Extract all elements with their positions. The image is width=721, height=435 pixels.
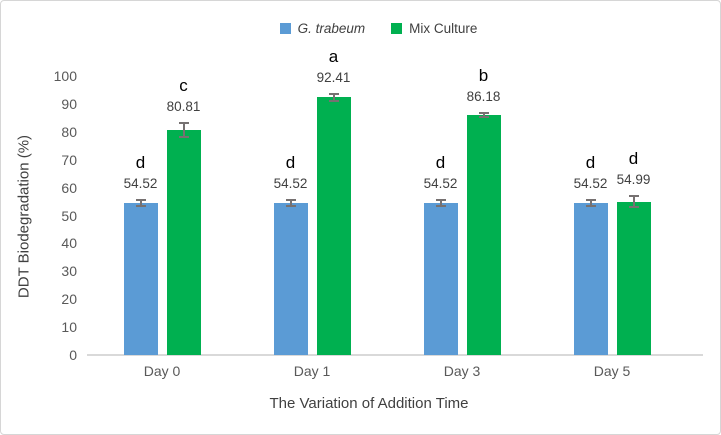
y-tick-label: 80 bbox=[61, 123, 77, 140]
error-bar-line bbox=[632, 195, 635, 208]
error-bar-cap-top bbox=[435, 198, 446, 201]
legend-swatch-green-icon bbox=[391, 23, 403, 34]
bar-mix-culture bbox=[616, 201, 651, 355]
y-tick-label: 70 bbox=[61, 151, 77, 168]
y-tick-label: 90 bbox=[61, 95, 77, 112]
x-axis-title: The Variation of Addition Time bbox=[269, 395, 469, 412]
bar-g-trabeum bbox=[573, 202, 608, 355]
bar-letter-label: c bbox=[179, 75, 188, 95]
bar-letter-label: d bbox=[135, 152, 146, 172]
y-tick-label: 10 bbox=[61, 319, 77, 336]
y-tick-label: 20 bbox=[61, 291, 77, 308]
error-bar-line bbox=[289, 199, 292, 207]
error-bar-line bbox=[439, 199, 442, 207]
y-tick-label: 40 bbox=[61, 235, 77, 252]
bar-mix-culture bbox=[466, 114, 501, 355]
bar-letter-label: d bbox=[435, 152, 446, 172]
error-bar-cap-bottom bbox=[285, 205, 296, 208]
bar-value-label: 80.81 bbox=[166, 98, 201, 114]
x-tick-label: Day 0 bbox=[143, 363, 181, 379]
legend: G. trabeum Mix Culture bbox=[19, 21, 720, 36]
y-tick-label: 30 bbox=[61, 263, 77, 280]
bar-letter-label: d bbox=[585, 152, 596, 172]
bar-mix-culture bbox=[316, 97, 351, 355]
x-tick-label: Day 1 bbox=[293, 363, 331, 379]
error-bar-cap-bottom bbox=[435, 205, 446, 208]
error-bar-line bbox=[589, 199, 592, 207]
legend-swatch-blue-icon bbox=[279, 23, 291, 34]
bar-value-label: 86.18 bbox=[466, 88, 501, 104]
bar-g-trabeum bbox=[423, 202, 458, 355]
x-axis-line bbox=[87, 354, 703, 356]
x-tick-label: Day 3 bbox=[443, 363, 481, 379]
error-bar-cap-bottom bbox=[585, 205, 596, 208]
error-bar-line bbox=[139, 199, 142, 207]
error-bar-line bbox=[482, 112, 485, 117]
error-bar-cap-bottom bbox=[328, 99, 339, 102]
error-bar-cap-top bbox=[178, 121, 189, 124]
y-tick-label: 0 bbox=[69, 347, 77, 363]
error-bar-line bbox=[332, 93, 335, 101]
error-bar-cap-bottom bbox=[135, 205, 146, 208]
y-tick-label: 50 bbox=[61, 207, 77, 224]
y-axis-title: DDT Biodegradation (%) bbox=[15, 134, 33, 299]
error-bar-cap-top bbox=[135, 198, 146, 201]
legend-item-mix-culture: Mix Culture bbox=[391, 21, 477, 36]
bar-value-label: 54.52 bbox=[123, 175, 158, 191]
bar-letter-label: b bbox=[478, 65, 489, 85]
error-bar-cap-top bbox=[285, 198, 296, 201]
bar-g-trabeum bbox=[273, 202, 308, 355]
error-bar-cap-bottom bbox=[628, 206, 639, 209]
bar-value-label: 54.52 bbox=[423, 175, 458, 191]
legend-label-g-trabeum: G. trabeum bbox=[297, 21, 366, 36]
legend-item-g-trabeum: G. trabeum bbox=[279, 21, 366, 36]
error-bar-line bbox=[182, 122, 185, 137]
bar-value-label: 92.41 bbox=[316, 69, 351, 85]
bar-value-label: 54.99 bbox=[616, 171, 651, 187]
bar-letter-label: d bbox=[285, 152, 296, 172]
bar-g-trabeum bbox=[123, 202, 158, 355]
y-tick-label: 100 bbox=[53, 68, 77, 84]
legend-label-mix-culture: Mix Culture bbox=[409, 21, 478, 36]
bar-letter-label: d bbox=[628, 148, 639, 168]
bar-mix-culture bbox=[166, 129, 201, 355]
error-bar-cap-top bbox=[328, 92, 339, 95]
error-bar-cap-top bbox=[478, 111, 489, 114]
error-bar-cap-bottom bbox=[478, 115, 489, 118]
y-tick-label: 60 bbox=[61, 179, 77, 196]
bar-value-label: 54.52 bbox=[573, 175, 608, 191]
x-tick-label: Day 5 bbox=[593, 363, 631, 379]
error-bar-cap-bottom bbox=[178, 135, 189, 138]
error-bar-cap-top bbox=[628, 194, 639, 197]
error-bar-cap-top bbox=[585, 198, 596, 201]
bar-value-label: 54.52 bbox=[273, 175, 308, 191]
bar-letter-label: a bbox=[328, 46, 339, 66]
